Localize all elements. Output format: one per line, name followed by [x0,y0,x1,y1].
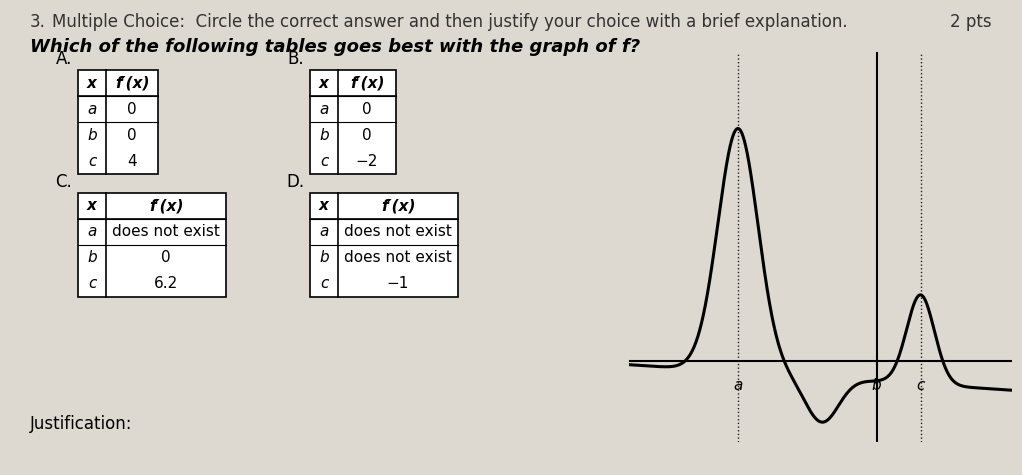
Text: c: c [320,153,328,169]
Text: Justification:: Justification: [30,415,133,433]
Text: b: b [87,250,97,266]
Text: a: a [87,225,97,239]
Text: f′(x): f′(x) [149,199,183,213]
Text: x: x [87,76,97,91]
Text: 2 pts: 2 pts [950,13,992,31]
Text: 4: 4 [127,153,137,169]
Text: 0: 0 [127,127,137,142]
Text: f′(x): f′(x) [350,76,384,91]
Text: −1: −1 [386,276,409,292]
Text: 0: 0 [362,127,372,142]
Text: does not exist: does not exist [344,225,452,239]
Text: 6.2: 6.2 [154,276,178,292]
Text: f′(x): f′(x) [381,199,415,213]
Text: does not exist: does not exist [344,250,452,266]
Text: c: c [320,276,328,292]
Text: 0: 0 [161,250,171,266]
Text: x: x [319,199,329,213]
Text: a: a [87,102,97,116]
Text: a: a [319,102,329,116]
Text: b: b [87,127,97,142]
Text: D.: D. [286,173,304,191]
Text: C.: C. [55,173,72,191]
Text: does not exist: does not exist [112,225,220,239]
Text: Multiple Choice:  Circle the correct answer and then justify your choice with a : Multiple Choice: Circle the correct answ… [52,13,847,31]
Text: a: a [319,225,329,239]
Text: B.: B. [287,50,304,68]
Text: A.: A. [55,50,72,68]
Text: x: x [87,199,97,213]
Bar [310,193,458,297]
Text: f′(x): f′(x) [114,76,149,91]
Text: c: c [88,153,96,169]
Text: c: c [88,276,96,292]
Bar [78,193,226,297]
Text: b: b [319,250,329,266]
Text: b: b [872,379,882,393]
Text: 0: 0 [362,102,372,116]
Text: x: x [319,76,329,91]
Text: c: c [917,379,925,393]
Text: a: a [734,379,743,393]
Bar [78,70,158,174]
Text: 0: 0 [127,102,137,116]
Text: b: b [319,127,329,142]
Text: Which of the following tables goes best with the graph of f?: Which of the following tables goes best … [30,38,640,56]
Text: 3.: 3. [30,13,46,31]
Bar [310,70,396,174]
Text: −2: −2 [356,153,378,169]
